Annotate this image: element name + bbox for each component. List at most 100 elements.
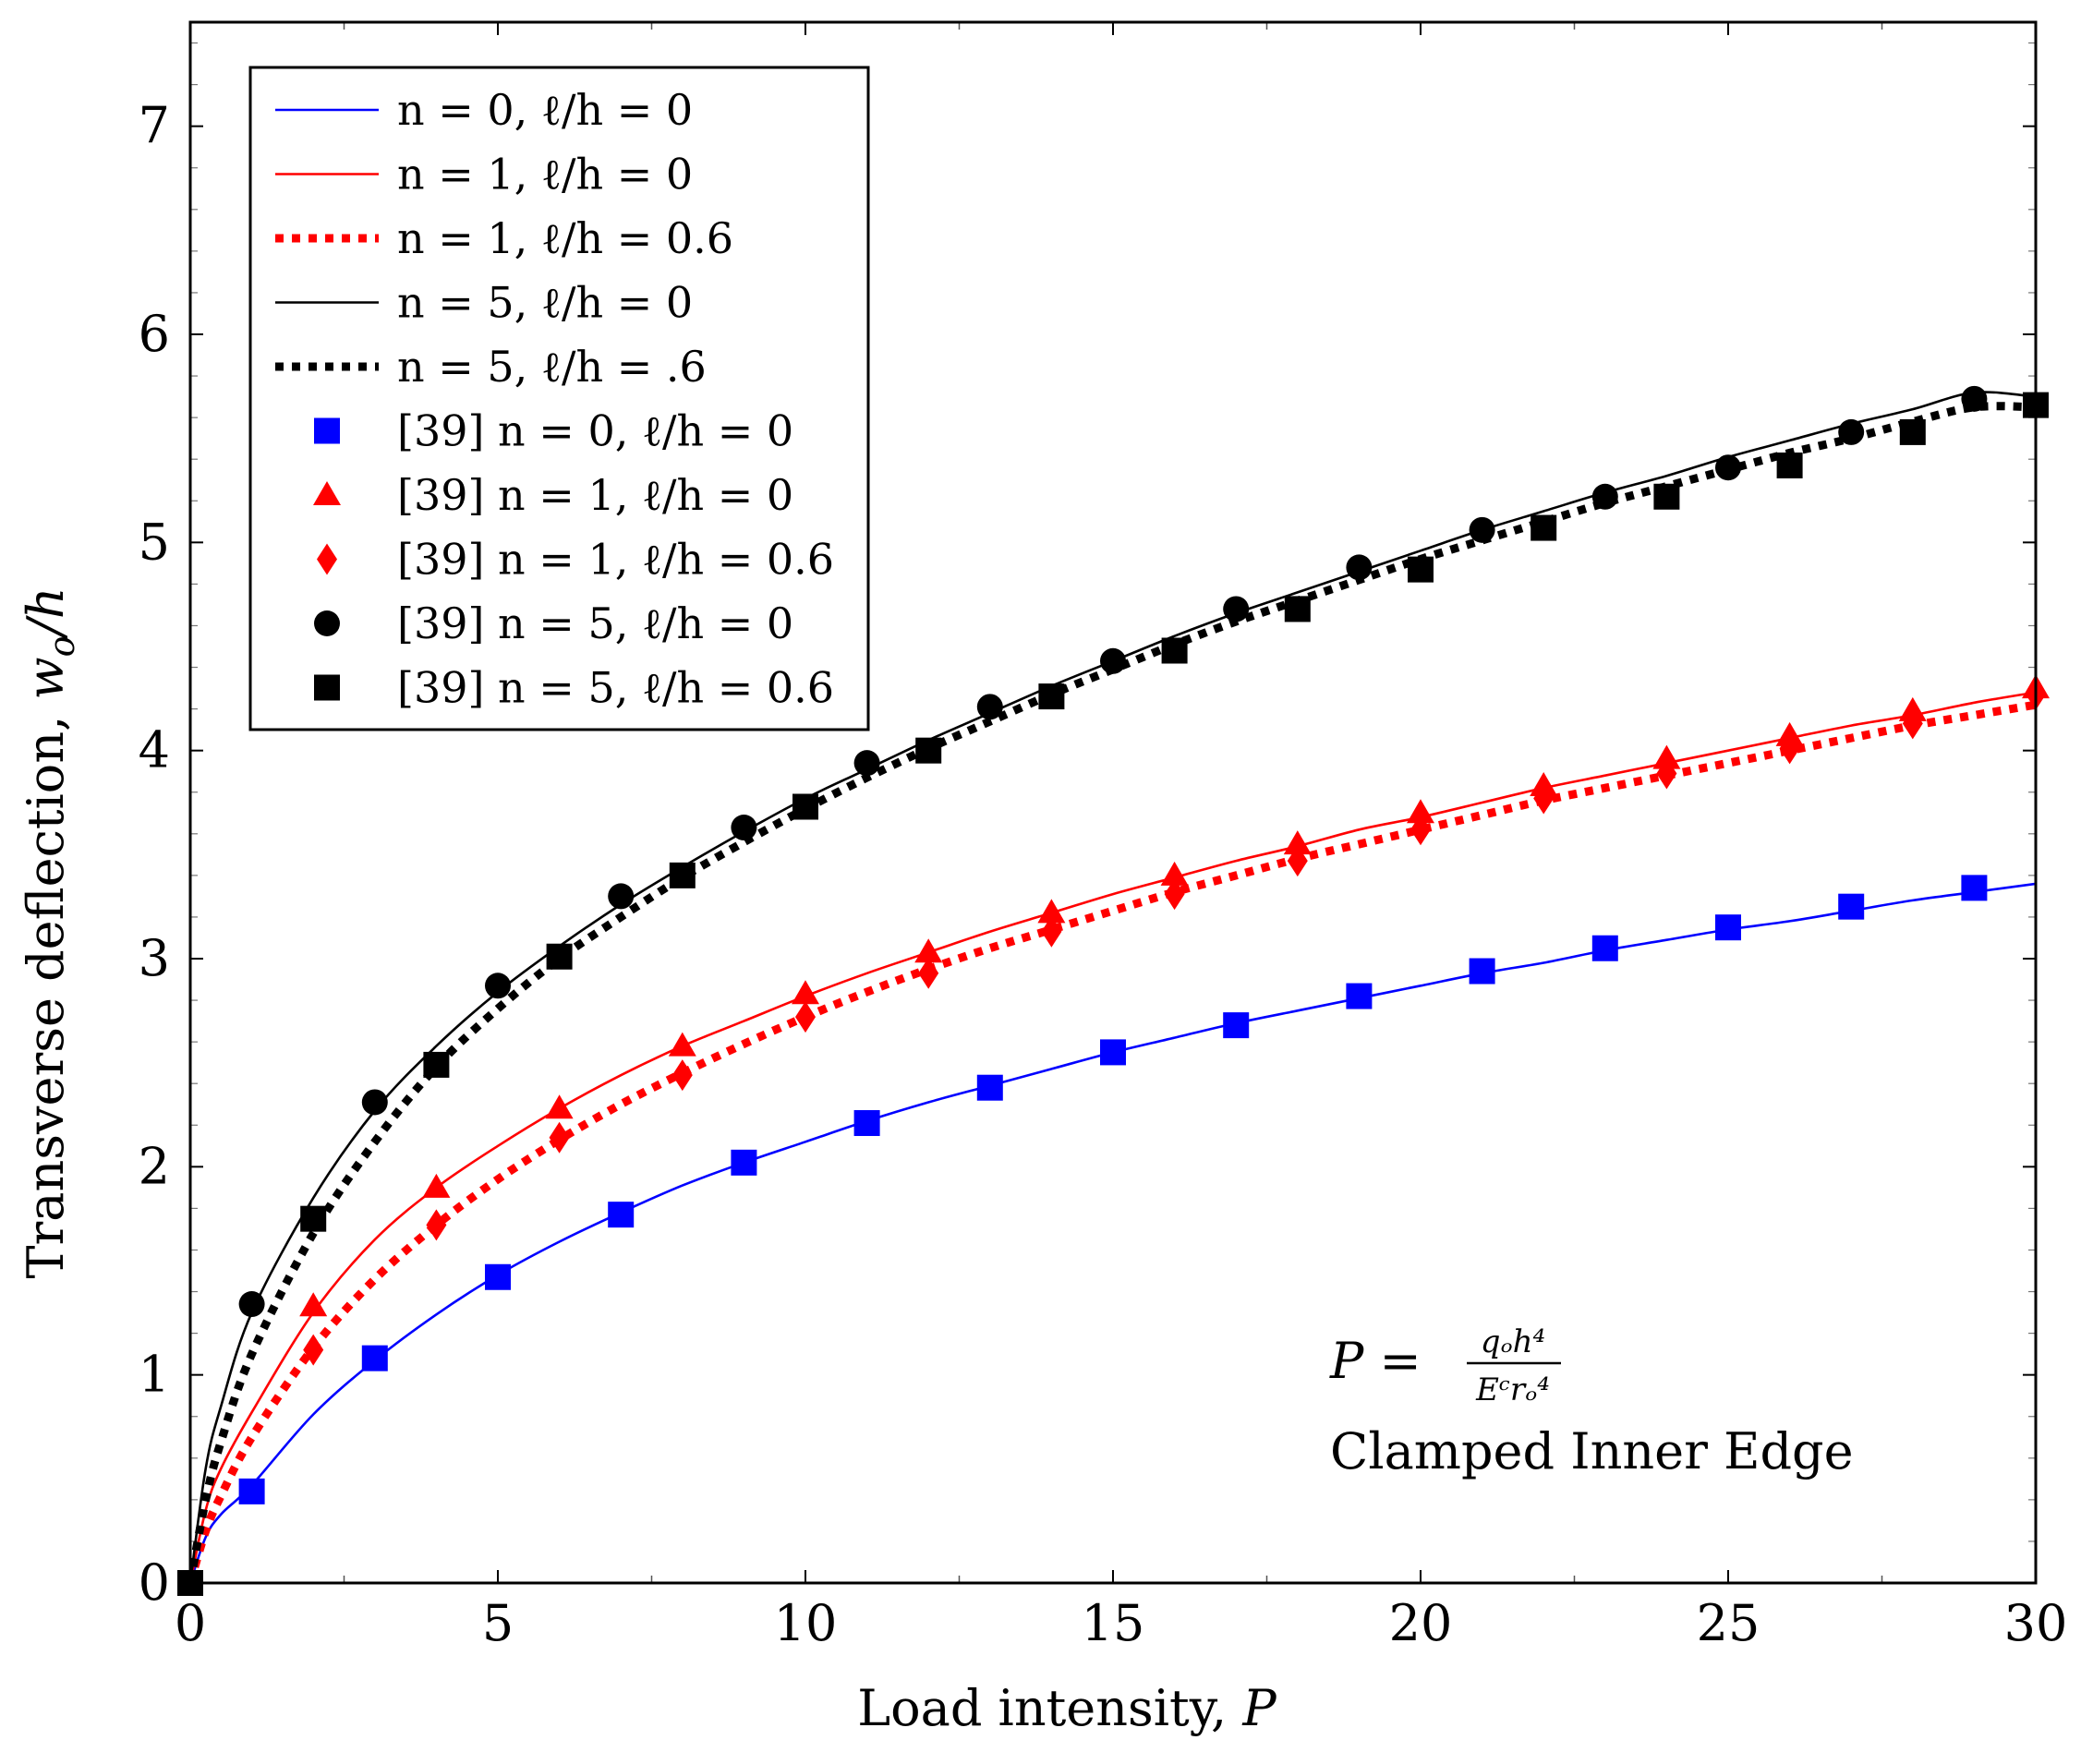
x-axis-title-var: P: [1241, 1679, 1277, 1737]
data-point-3: [795, 1001, 816, 1033]
data-point-4: [853, 750, 880, 777]
data-point-1: [238, 1478, 265, 1504]
data-point-5: [423, 1051, 450, 1078]
annotation-note: Clamped Inner Edge: [1330, 1422, 1854, 1480]
y-tick-label: 2: [139, 1137, 170, 1195]
data-point-4: [976, 694, 1003, 720]
data-point-4: [1838, 418, 1865, 445]
y-tick-label: 1: [139, 1346, 170, 1404]
data-point-1: [608, 1202, 635, 1228]
data-point-5: [1531, 514, 1557, 541]
data-point-5: [546, 943, 573, 970]
data-point-1: [361, 1345, 388, 1371]
data-point-4: [485, 973, 511, 999]
data-point-3: [549, 1121, 570, 1154]
y-axis-title-text: Transverse deflection,: [17, 700, 75, 1279]
data-point-5: [1776, 452, 1803, 478]
data-point-4: [1100, 647, 1126, 674]
x-axis-title-text: Load intensity,: [857, 1679, 1242, 1737]
data-point-5: [792, 793, 818, 820]
data-point-1: [1715, 914, 1741, 941]
data-point-5: [1161, 637, 1188, 664]
data-point-1: [1100, 1039, 1126, 1066]
data-point-2: [1407, 799, 1434, 824]
data-point-1: [1223, 1012, 1250, 1039]
data-point-1: [1469, 958, 1495, 985]
y-tick-label: 7: [139, 97, 170, 155]
data-point-2: [545, 1094, 574, 1119]
legend-swatch-marker: [314, 610, 340, 636]
data-point-3: [1902, 707, 1923, 740]
series-line-4: [190, 391, 2036, 1583]
data-point-4: [361, 1089, 388, 1116]
y-tick-label: 0: [139, 1553, 170, 1612]
legend-entries: n = 0, ℓ/h = 0 n = 1, ℓ/h = 0 n = 1, ℓ/h =…: [275, 85, 834, 713]
data-point-1: [976, 1074, 1003, 1101]
x-tick-label: 0: [175, 1594, 206, 1652]
y-tick-label: 6: [139, 305, 170, 363]
data-point-2: [1283, 830, 1312, 855]
x-tick-label: 5: [482, 1594, 514, 1652]
data-point-2: [1160, 861, 1189, 886]
data-point-2: [1037, 899, 1066, 924]
data-point-4: [1223, 596, 1250, 622]
data-point-2: [1652, 744, 1681, 769]
x-tick-label: 20: [1389, 1594, 1453, 1652]
formula-denominator: Eᶜrₒ⁴: [1475, 1371, 1550, 1408]
annotation: P = qₒh⁴ Eᶜrₒ⁴ Clamped Inner Edge: [1329, 1323, 1854, 1480]
tick-labels: 0 5 10 15 20 25 30 0 1 2 3 4 5 6 7: [139, 97, 2068, 1652]
series-line-5: [190, 402, 2036, 1583]
data-point-1: [1346, 983, 1373, 1009]
data-point-2: [422, 1173, 451, 1198]
data-point-3: [1041, 915, 1062, 948]
data-point-2: [299, 1292, 328, 1317]
formula-lhs: P =: [1329, 1332, 1422, 1390]
data-point-5: [669, 862, 696, 888]
legend-label: n = 5, ℓ/h = .6: [397, 342, 707, 392]
y-tick-label: 3: [139, 929, 170, 987]
data-point-4: [1715, 454, 1741, 481]
legend-swatch-marker: [314, 674, 340, 701]
data-point-3: [1287, 845, 1308, 877]
data-point-1: [731, 1149, 757, 1176]
y-axis-title-var: w: [17, 657, 75, 699]
y-axis-title: Transverse deflection, wo/h: [17, 586, 82, 1278]
data-point-5: [1408, 556, 1434, 583]
data-point-1: [1591, 935, 1618, 961]
data-point-4: [238, 1291, 265, 1318]
legend-swatch-marker: [317, 543, 337, 575]
legend-label: n = 0, ℓ/h = 0: [397, 85, 693, 135]
data-point-3: [671, 1059, 693, 1092]
y-axis-title-tail: /h: [17, 586, 75, 640]
data-point-2: [792, 980, 819, 1005]
data-point-5: [300, 1205, 327, 1232]
legend-label: n = 1, ℓ/h = 0: [397, 150, 693, 199]
data-point-5: [1899, 418, 1926, 445]
data-point-5: [1038, 683, 1065, 710]
data-point-3: [1656, 757, 1677, 790]
data-point-4: [1346, 554, 1373, 581]
data-point-3: [1164, 878, 1185, 911]
legend-label: [39] n = 5, ℓ/h = 0: [397, 598, 793, 648]
legend-label: [39] n = 1, ℓ/h = 0.6: [397, 535, 834, 585]
legend-label: [39] n = 0, ℓ/h = 0: [397, 406, 793, 456]
data-point-5: [1653, 483, 1680, 510]
legend-label: n = 1, ℓ/h = 0.6: [397, 213, 733, 263]
data-point-1: [485, 1263, 511, 1290]
data-point-3: [918, 957, 939, 989]
data-point-3: [426, 1209, 447, 1241]
marker-layer: [177, 385, 2050, 1596]
series-line-2: [190, 691, 2036, 1583]
series-line-1: [190, 882, 2036, 1583]
y-axis-title-sub: o: [42, 635, 82, 657]
data-point-1: [1838, 893, 1865, 920]
data-point-3: [1410, 814, 1431, 846]
plot-frame: [188, 20, 2038, 1585]
x-tick-label: 15: [1082, 1594, 1145, 1652]
x-axis-title: Load intensity, P: [857, 1679, 1277, 1737]
data-point-4: [731, 815, 757, 841]
y-tick-label: 4: [139, 721, 170, 779]
legend-swatch-marker: [313, 481, 341, 505]
data-point-2: [668, 1032, 696, 1057]
